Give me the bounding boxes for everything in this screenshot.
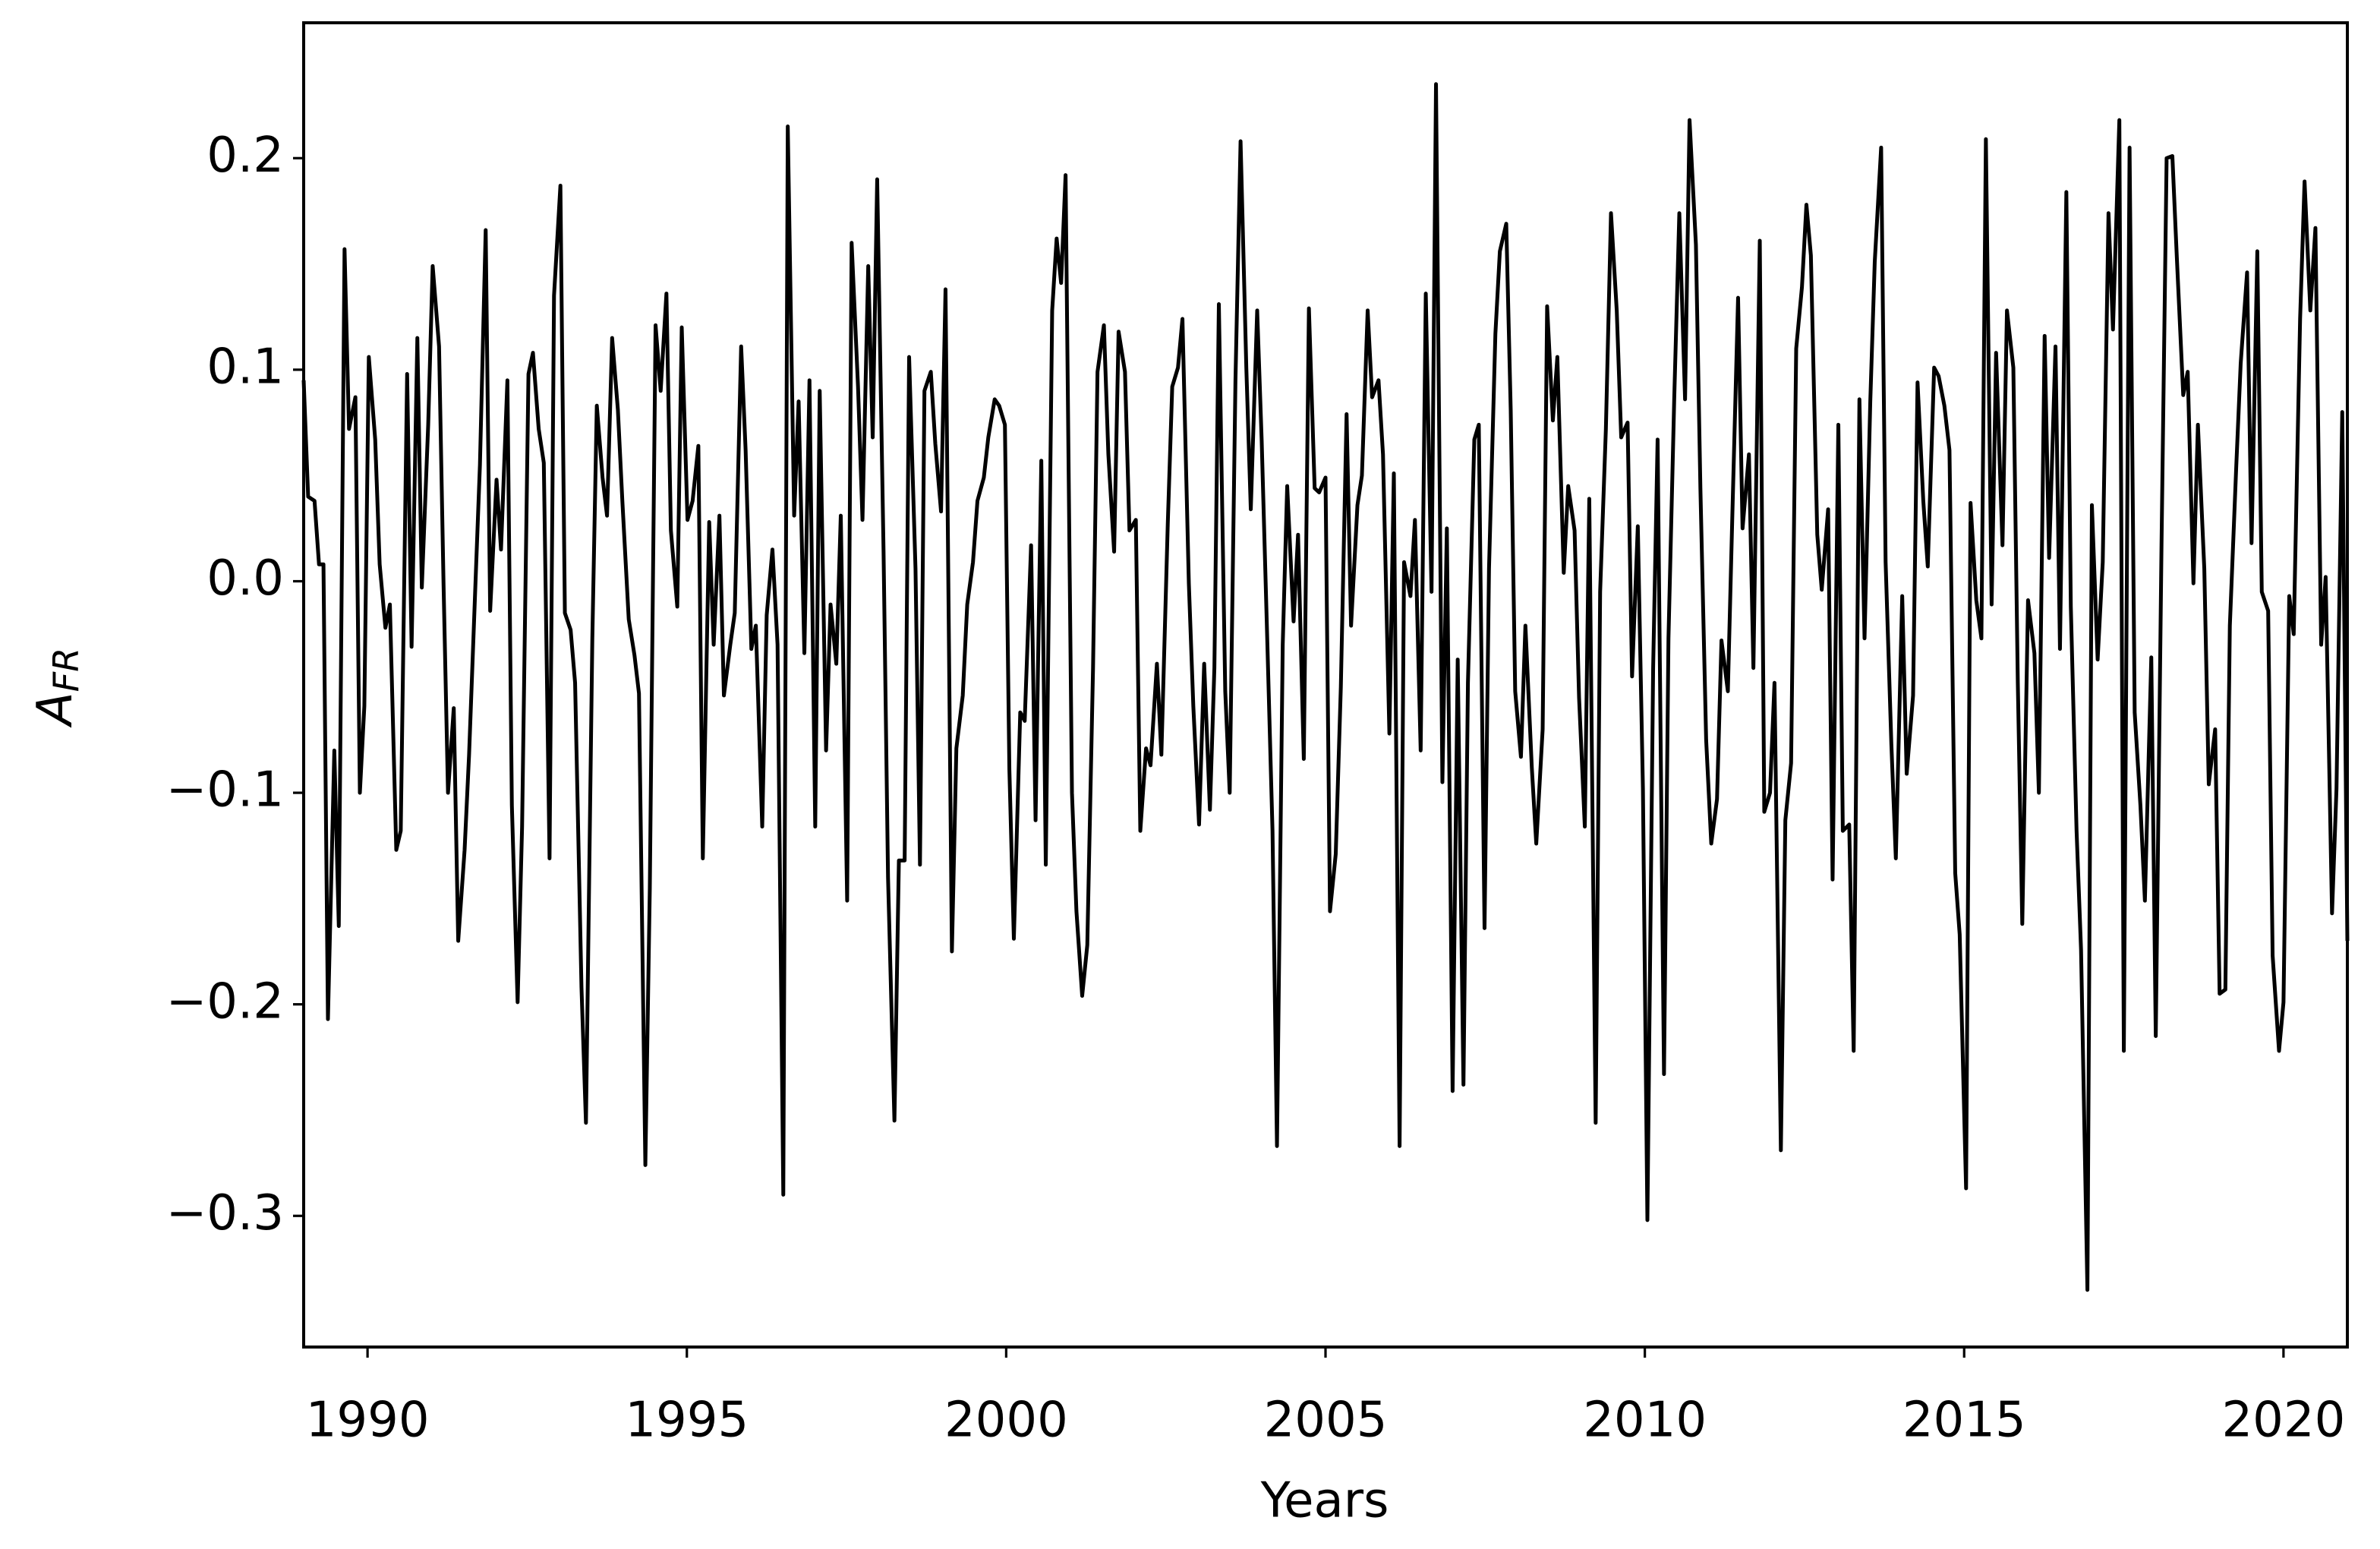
x-tick-label: 2000 (944, 1393, 1068, 1449)
y-tick-label: 0.0 (206, 551, 284, 607)
y-tick-label: 0.1 (206, 339, 284, 395)
data-line (301, 82, 2350, 1292)
x-tick-label: 2020 (2221, 1393, 2345, 1449)
y-axis-label: AFR (27, 648, 87, 728)
x-tick-label: 1990 (306, 1393, 430, 1449)
x-tick-label: 2005 (1264, 1393, 1388, 1449)
y-tick-label: −0.1 (166, 762, 284, 819)
y-tick-label: −0.2 (166, 973, 284, 1030)
y-tick-label: −0.3 (166, 1185, 284, 1241)
y-axis-label-sub: FR (46, 648, 87, 692)
axes-frame (302, 21, 2349, 1349)
y-tick-label: 0.2 (206, 128, 284, 184)
y-axis-label-base: A (27, 692, 84, 728)
x-tick-label: 2015 (1902, 1393, 2026, 1449)
x-axis-label: Years (1260, 1473, 1389, 1529)
x-tick-label: 1995 (625, 1393, 749, 1449)
x-tick-label: 2010 (1583, 1393, 1707, 1449)
